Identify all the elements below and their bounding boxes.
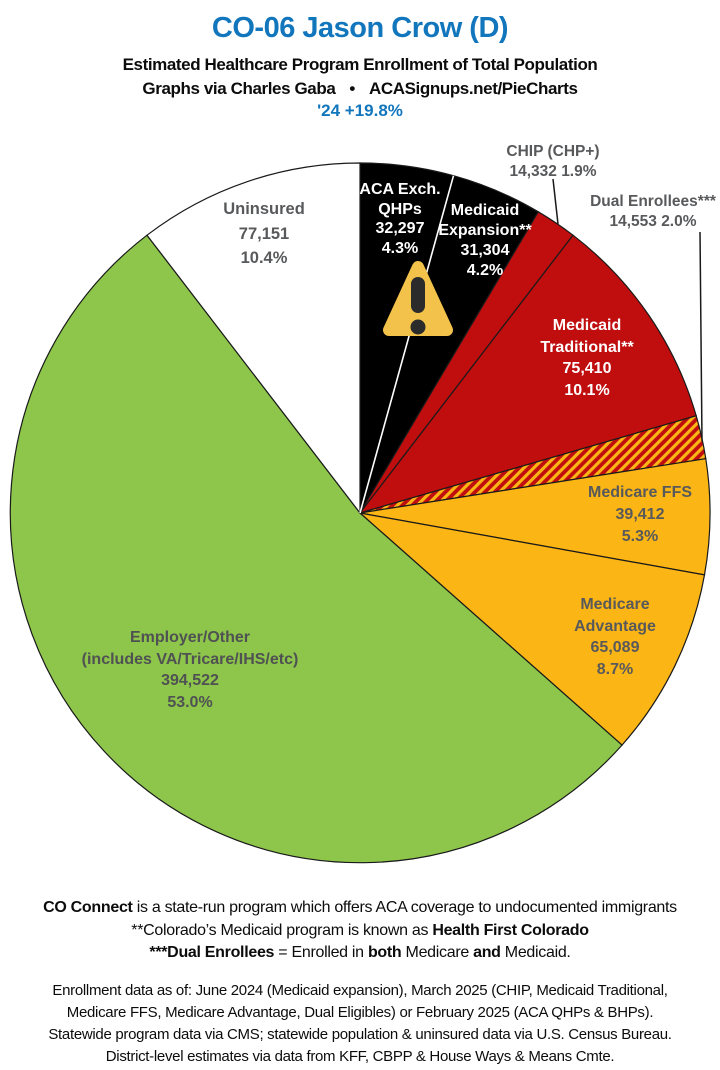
source-note-line1: Enrollment data as of: June 2024 (Medica… [52, 982, 668, 999]
footnote-dual-enrollees: ***Dual Enrollees = Enrolled in both Med… [149, 944, 571, 961]
slice-label-dual-enrollees: Dual Enrollees*** 14,553 2.0% [590, 193, 716, 230]
pie-slice-medicare_advantage [358, 512, 706, 746]
credit-site: ACASignups.net/PieCharts [368, 79, 578, 98]
slice-label-medicare-ffs: Medicare FFS 39,412 5.3% [587, 484, 693, 545]
source-note-line4: District-level estimates via data from K… [105, 1048, 615, 1065]
page-title: CO-06 Jason Crow (D) [211, 12, 509, 44]
source-note-line2: Medicare FFS, Medicare Advantage, Dual E… [66, 1004, 654, 1021]
pie-slice-uninsured [146, 162, 361, 515]
slice-label-uninsured: Uninsured 77,151 10.4% [223, 200, 305, 267]
bullet-separator: • [349, 79, 355, 98]
slice-label-medicaid-traditional: Medicaid Traditional** 75,410 10.1% [540, 317, 634, 399]
source-note-line3: Statewide program data via CMS; statewid… [48, 1026, 672, 1043]
slice-label-employer-other: Employer/Other (includes VA/Tricare/IHS/… [81, 629, 299, 711]
credit-author: Graphs via Charles Gaba [142, 79, 336, 98]
chart-subtitle: Estimated Healthcare Program Enrollment … [122, 55, 598, 74]
footnote-medicaid-name: **Colorado’s Medicaid program is known a… [131, 922, 589, 939]
pie-slices-group [9, 162, 711, 864]
slice-label-chip: CHIP (CHP+) 14,332 1.9% [506, 143, 600, 180]
slice-label-medicare-advantage: Medicare Advantage 65,089 8.7% [574, 596, 656, 678]
pie-slice-employer_other [9, 234, 623, 864]
slice-label-medicaid-expansion: Medicaid Expansion** 31,304 4.2% [438, 202, 532, 279]
chip-callout-line [552, 178, 559, 225]
dual-enrollees-callout-line [699, 231, 703, 442]
credit-line: Graphs via Charles Gaba • ACASignups.net… [0, 79, 720, 99]
election-margin-label: '24 +19.8% [317, 101, 403, 120]
slice-label-aca-qhps: ACA Exch. QHPs 32,297 4.3% [359, 181, 441, 257]
warning-icon [383, 261, 453, 336]
pie-slice-medicaid_traditional [358, 234, 697, 515]
black-slices-separator-line [359, 175, 455, 514]
pie-chart [9, 162, 711, 864]
footnote-co-connect: CO Connect is a state-run program which … [43, 899, 677, 916]
